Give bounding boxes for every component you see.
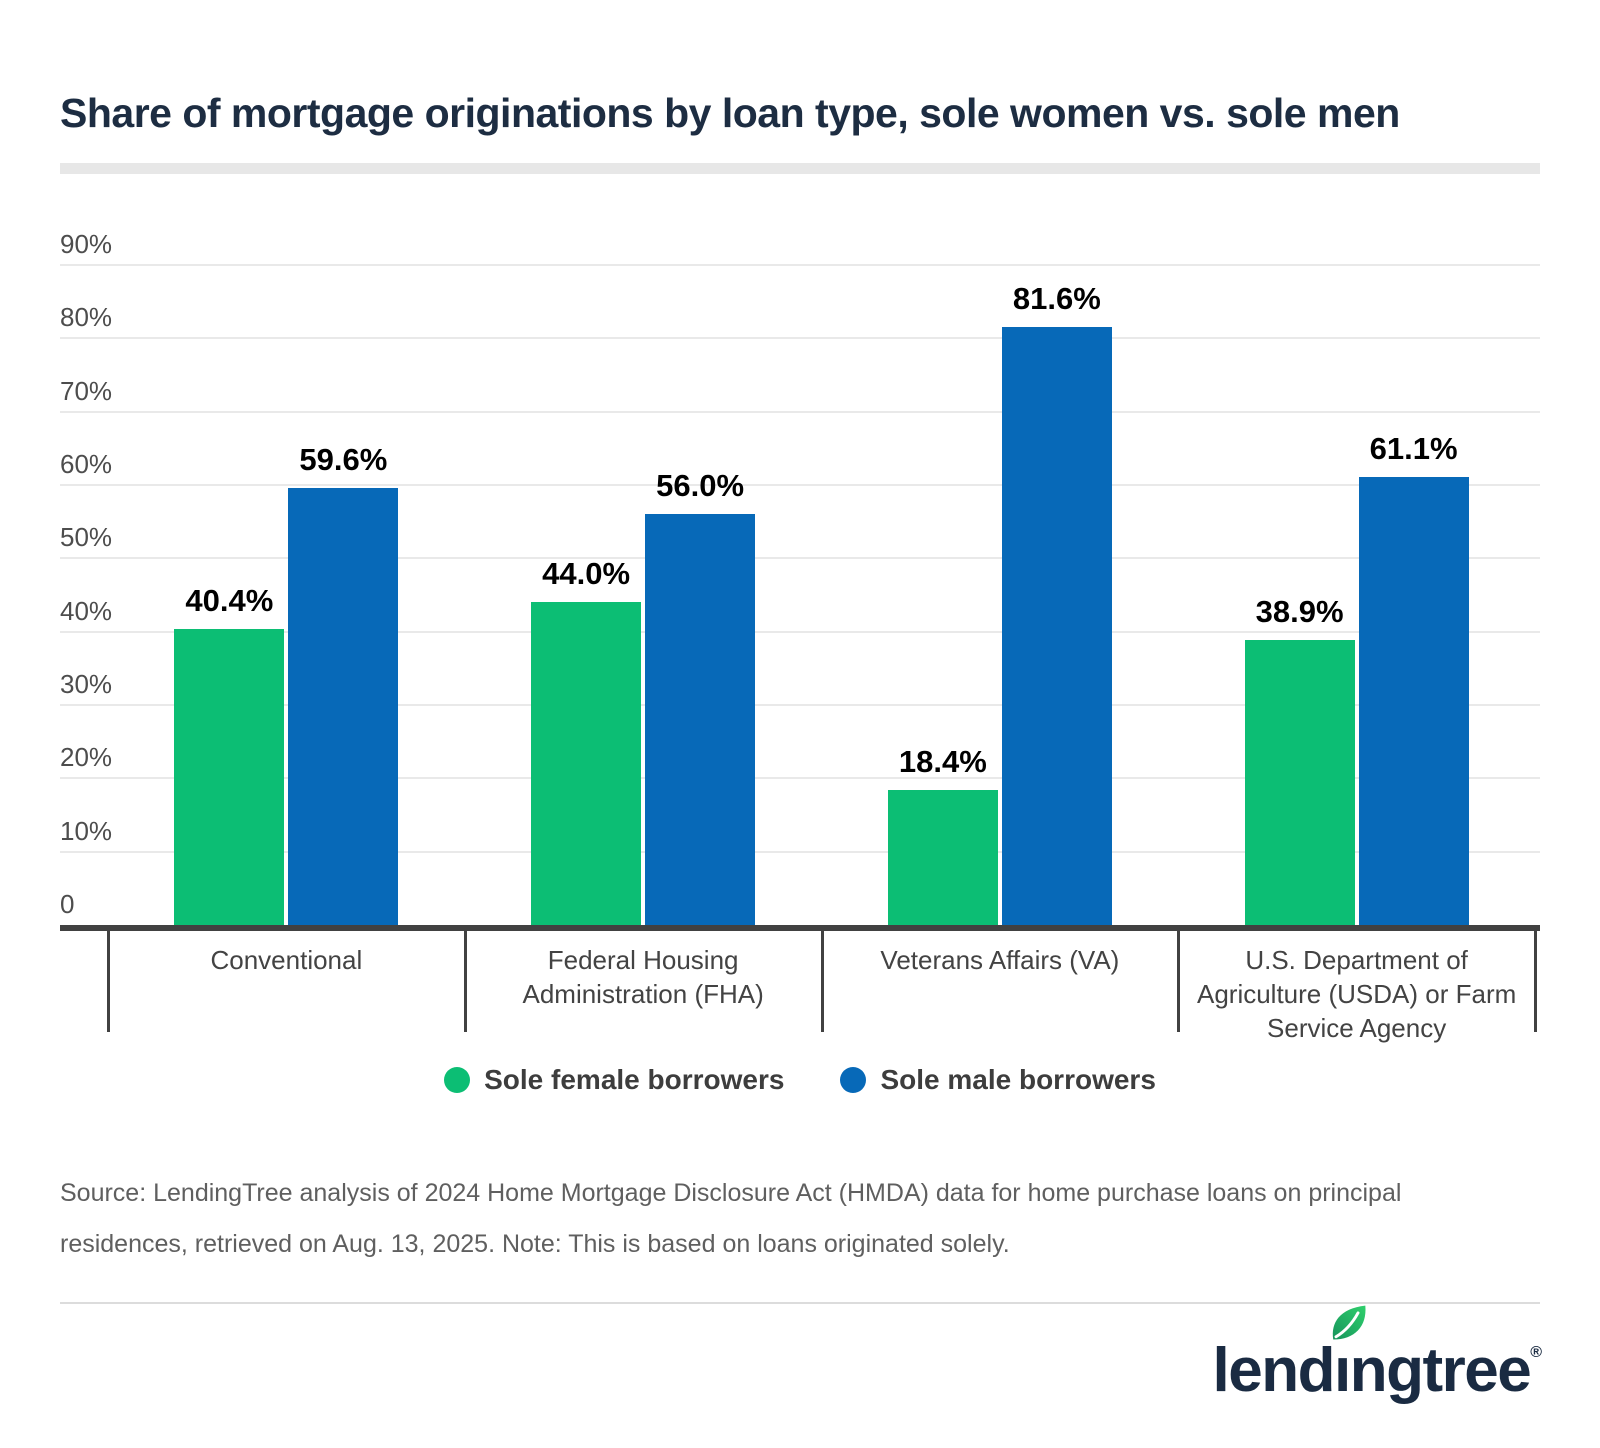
- y-axis-label: 40%: [60, 595, 113, 626]
- source-note: Source: LendingTree analysis of 2024 Hom…: [60, 1179, 1402, 1258]
- legend-item-female: Sole female borrowers: [444, 1064, 784, 1096]
- plot-area: 0 10% 20% 30% 40% 50% 60% 70% 80% 90% 40.4% 59.6% 44…: [60, 231, 1540, 925]
- y-axis-label: 80%: [60, 302, 113, 333]
- y-axis-label: 60%: [60, 449, 113, 479]
- legend-dot-female: [444, 1067, 471, 1093]
- y-axis-label: 70%: [60, 375, 113, 406]
- y-axis-label: 0: [60, 889, 75, 919]
- gridline: [60, 337, 1540, 340]
- axis-tick: [1177, 931, 1181, 1032]
- legend-dot-male: [840, 1067, 867, 1093]
- bar-value-label: 59.6%: [299, 441, 388, 477]
- category-label: Conventional: [210, 945, 363, 975]
- category-label-row: Conventional Federal Housing Administrati…: [108, 943, 1535, 1045]
- bar-value-label: 44.0%: [542, 556, 631, 592]
- bar-male-1: [645, 514, 756, 925]
- legend-label-female: Sole female borrowers: [484, 1064, 785, 1095]
- y-axis-label: 10%: [60, 815, 113, 846]
- x-axis-line: [60, 925, 1540, 931]
- bar-male-0: [288, 487, 399, 925]
- gridline: [60, 410, 1540, 413]
- bar-value-label: 40.4%: [185, 582, 274, 618]
- gridline: [60, 850, 1540, 853]
- bar-value-label: 18.4%: [898, 744, 987, 780]
- registered-trademark: ®: [1530, 1344, 1542, 1361]
- chart-title: Share of mortgage originations by loan t…: [60, 90, 1400, 136]
- bar-female-2: [887, 790, 998, 925]
- category-label: U.S. Department of Agriculture (USDA) or…: [1196, 945, 1517, 1043]
- bar-value-label: 61.1%: [1369, 430, 1458, 466]
- logo-letter-i: ı: [1332, 1305, 1366, 1406]
- axis-tick: [820, 931, 824, 1032]
- bar-male-2: [1001, 326, 1112, 925]
- lendingtree-logo: lendı ngtree ®: [1213, 1305, 1542, 1406]
- legend-label-male: Sole male borrowers: [880, 1064, 1156, 1095]
- gridline: [60, 264, 1540, 266]
- bar-female-0: [174, 628, 285, 925]
- gridline: [60, 704, 1540, 706]
- leaf-icon: [1332, 1305, 1366, 1340]
- axis-tick: [463, 931, 467, 1032]
- logo-wordmark: lendı ngtree: [1213, 1305, 1532, 1406]
- bar-value-label: 38.9%: [1255, 593, 1344, 629]
- gridline: [60, 777, 1540, 780]
- bar-value-label: 81.6%: [1012, 280, 1101, 316]
- bar-female-3: [1244, 639, 1355, 925]
- legend: Sole female borrowers Sole male borrower…: [0, 1064, 1600, 1096]
- y-axis-label: 20%: [60, 742, 113, 773]
- legend-item-male: Sole male borrowers: [840, 1064, 1156, 1096]
- y-axis-label: 50%: [60, 522, 113, 553]
- axis-tick: [1534, 931, 1537, 1032]
- axis-tick: [107, 931, 110, 1032]
- bar-male-3: [1358, 476, 1469, 925]
- y-axis-label: 30%: [60, 669, 113, 699]
- category-label: Veterans Affairs (VA): [880, 945, 1120, 975]
- category-label: Federal Housing Administration (FHA): [522, 945, 764, 1009]
- bar-female-1: [531, 602, 642, 925]
- bar-value-label: 56.0%: [656, 468, 745, 504]
- title-divider: [60, 163, 1540, 174]
- gridline: [60, 630, 1540, 633]
- y-axis-label: 90%: [60, 229, 113, 259]
- gridline: [60, 484, 1540, 486]
- gridline: [60, 557, 1540, 560]
- footer-divider: [60, 1302, 1540, 1304]
